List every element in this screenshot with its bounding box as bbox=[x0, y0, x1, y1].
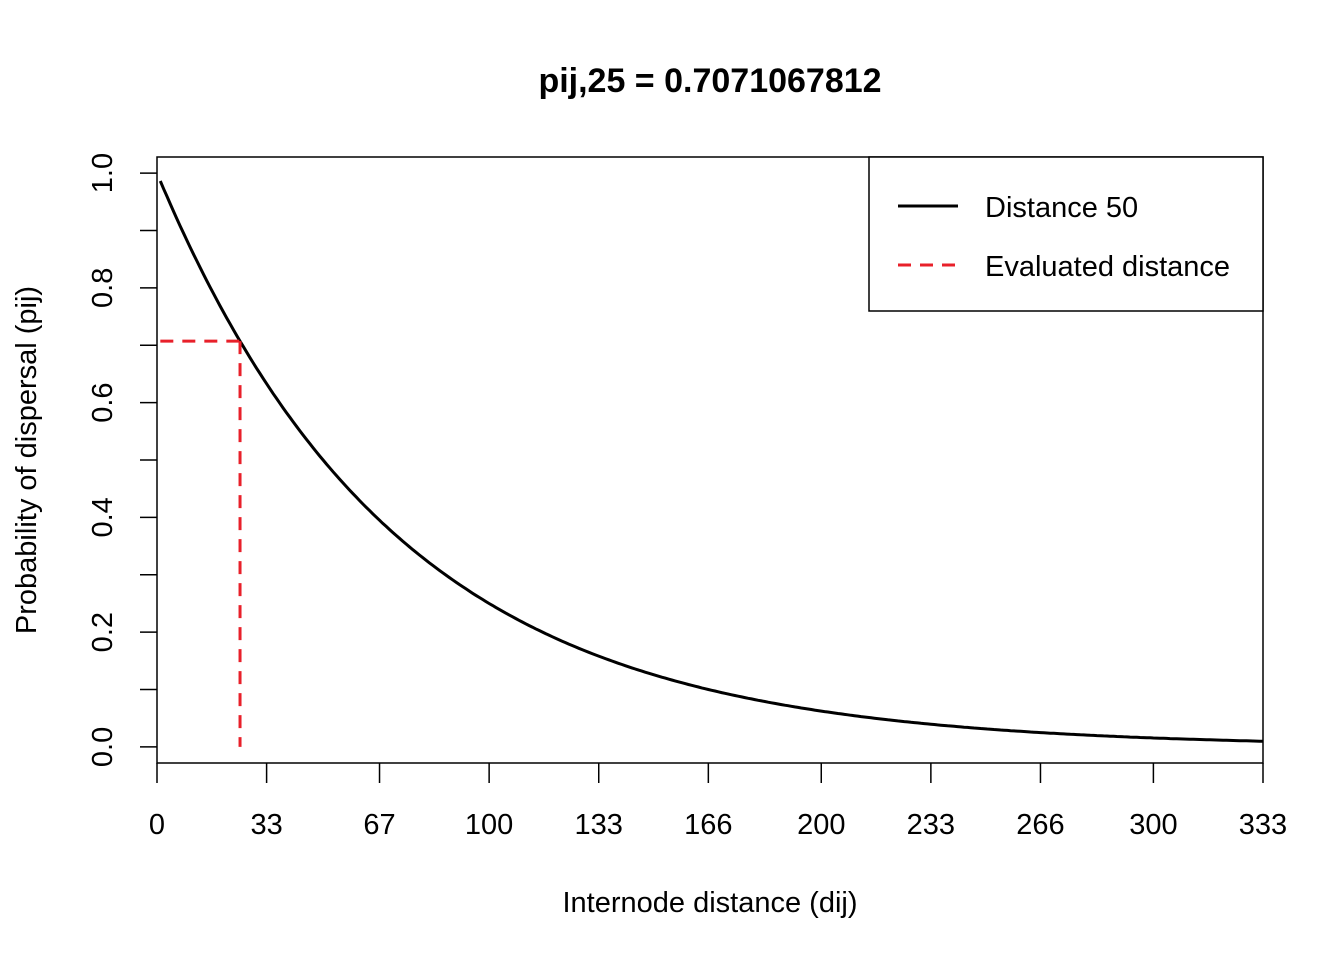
x-tick-label: 200 bbox=[797, 809, 845, 841]
x-tick-label: 233 bbox=[907, 809, 955, 841]
x-tick-label: 166 bbox=[684, 809, 732, 841]
y-tick-label: 0.2 bbox=[87, 612, 119, 652]
y-axis: 0.0 0.2 0.4 0.6 0.8 1.0 bbox=[87, 153, 157, 767]
series-line-distance-50 bbox=[158, 180, 1264, 743]
x-axis-label: Internode distance (dij) bbox=[563, 887, 858, 919]
x-tick-label: 67 bbox=[363, 809, 395, 841]
x-tick-label: 333 bbox=[1239, 809, 1287, 841]
legend-label-distance-50: Distance 50 bbox=[985, 192, 1138, 224]
y-tick-label: 1.0 bbox=[87, 153, 119, 193]
x-tick-label: 33 bbox=[250, 809, 282, 841]
y-tick-label: 0.4 bbox=[87, 497, 119, 537]
legend-box bbox=[868, 156, 1264, 312]
x-tick-label: 100 bbox=[465, 809, 513, 841]
legend-label-evaluated: Evaluated distance bbox=[985, 251, 1230, 283]
chart-title: pij,25 = 0.7071067812 bbox=[538, 62, 881, 100]
x-axis: 0 33 67 100 133 166 200 233 266 300 333 bbox=[149, 763, 1287, 841]
legend: Distance 50 Evaluated distance bbox=[868, 156, 1264, 312]
y-axis-label: Probability of dispersal (pij) bbox=[11, 286, 43, 634]
x-tick-label: 0 bbox=[149, 809, 165, 841]
y-tick-label: 0.6 bbox=[87, 382, 119, 422]
x-tick-label: 133 bbox=[575, 809, 623, 841]
y-tick-label: 0.8 bbox=[87, 268, 119, 308]
y-tick-label: 0.0 bbox=[87, 727, 119, 767]
x-tick-label: 300 bbox=[1129, 809, 1177, 841]
x-tick-label: 266 bbox=[1016, 809, 1064, 841]
